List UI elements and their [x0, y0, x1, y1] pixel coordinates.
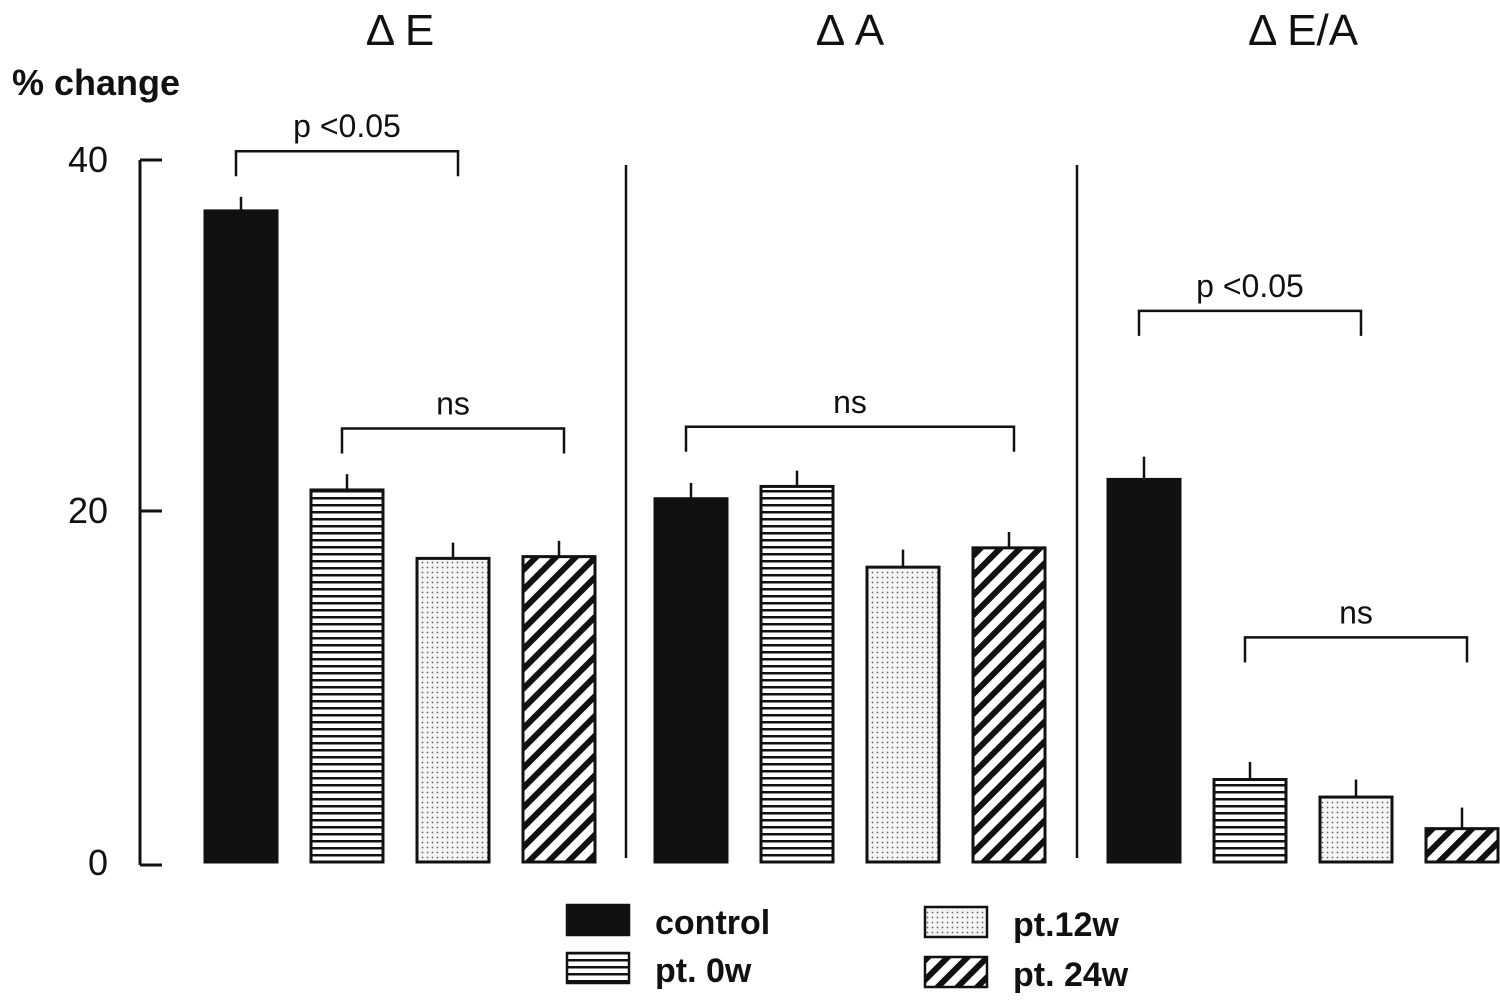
- y-tick-label: 0: [88, 842, 108, 883]
- legend: control pt. 0w pt.12w pt. 24w: [565, 903, 1129, 994]
- legend-swatch: [923, 955, 989, 989]
- y-axis: 0 20 40: [68, 139, 162, 883]
- y-tick-label: 40: [68, 139, 108, 180]
- panel-title: Δ E/A: [1248, 6, 1359, 55]
- panel-title: Δ A: [816, 6, 885, 55]
- bar-pt-24w: [971, 546, 1047, 864]
- bar-pt-12w: [1318, 795, 1394, 864]
- legend-swatch: [565, 903, 631, 937]
- significance-bracket: [1137, 309, 1363, 336]
- panel-2: Δ A ns: [653, 6, 1047, 864]
- bar-pt-12w: [865, 565, 941, 864]
- bar-control: [653, 497, 729, 864]
- significance-bracket: [340, 427, 566, 454]
- significance-label: p <0.05: [1196, 268, 1304, 304]
- bar-pt-24w: [521, 555, 597, 864]
- significance-bracket: [684, 425, 1016, 452]
- significance-label: ns: [436, 386, 470, 422]
- bar-control: [1106, 477, 1182, 864]
- bar-pt-12w: [415, 556, 491, 864]
- legend-label: pt. 0w: [655, 952, 752, 990]
- legend-swatch: [923, 905, 989, 939]
- bar-pt-0w: [1212, 778, 1288, 864]
- bar-control: [203, 209, 279, 864]
- legend-label: pt. 24w: [1013, 956, 1129, 994]
- bar-pt-0w: [759, 484, 835, 864]
- significance-bracket: [234, 149, 460, 177]
- y-axis-label: % change: [12, 62, 180, 103]
- bar-pt-24w: [1424, 827, 1500, 864]
- panel-title: Δ E: [366, 6, 435, 55]
- panel-3: Δ E/A p <0.05 ns: [1106, 6, 1500, 864]
- legend-label: control: [655, 904, 770, 942]
- y-tick-label: 20: [68, 490, 108, 531]
- significance-label: ns: [1339, 594, 1373, 630]
- legend-label: pt.12w: [1013, 906, 1119, 944]
- significance-label: p <0.05: [293, 108, 401, 144]
- legend-swatch: [565, 951, 631, 985]
- panel-1: Δ E p <0.05 ns: [203, 6, 597, 864]
- bar-pt-0w: [309, 488, 385, 864]
- significance-bracket: [1243, 636, 1469, 663]
- significance-label: ns: [833, 384, 867, 420]
